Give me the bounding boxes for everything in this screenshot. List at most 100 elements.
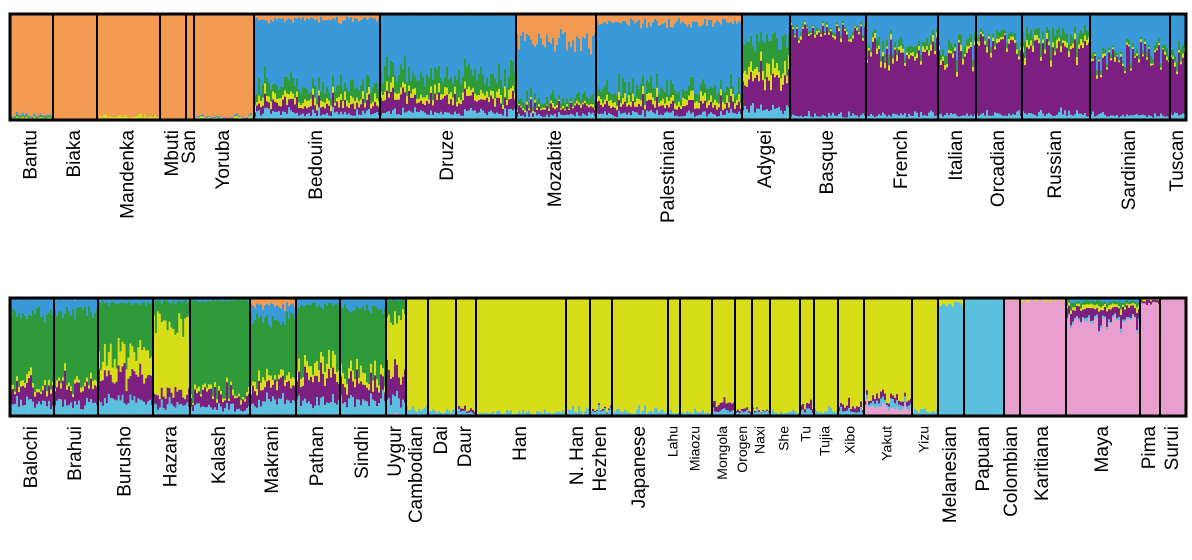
- ancestry-segment: [838, 298, 841, 408]
- ancestry-segment: [107, 306, 111, 353]
- ancestry-segment: [262, 309, 265, 323]
- population-label: Tu: [798, 426, 814, 442]
- ancestry-segment: [139, 399, 142, 415]
- ancestry-segment: [108, 116, 112, 119]
- ancestry-segment: [29, 116, 32, 118]
- ancestry-segment: [252, 305, 255, 325]
- ancestry-segment: [518, 104, 521, 106]
- ancestry-segment: [1024, 113, 1027, 121]
- ancestry-segment: [588, 48, 591, 100]
- ancestry-segment: [320, 115, 323, 121]
- ancestry-segment: [396, 365, 399, 392]
- ancestry-segment: [676, 21, 679, 94]
- ancestry-segment: [1002, 29, 1005, 38]
- ancestry-segment: [80, 387, 83, 393]
- ancestry-segment: [137, 347, 140, 378]
- ancestry-segment: [512, 14, 515, 62]
- ancestry-segment: [832, 298, 835, 412]
- ancestry-segment: [848, 407, 851, 417]
- ancestry-segment: [808, 31, 811, 35]
- ancestry-segment: [610, 114, 613, 121]
- ancestry-segment: [266, 14, 269, 21]
- ancestry-segment: [250, 112, 253, 116]
- ancestry-segment: [210, 407, 213, 417]
- ancestry-segment: [268, 325, 271, 376]
- ancestry-segment: [135, 402, 138, 415]
- ancestry-segment: [600, 99, 603, 106]
- ancestry-segment: [1164, 14, 1167, 46]
- ancestry-segment: [606, 298, 609, 413]
- ancestry-segment: [978, 41, 981, 47]
- ancestry-segment: [238, 408, 241, 417]
- ancestry-segment: [886, 39, 889, 47]
- ancestry-segment: [830, 407, 833, 417]
- ancestry-segment: [494, 106, 497, 115]
- ancestry-segment: [270, 298, 273, 304]
- ancestry-segment: [282, 298, 285, 305]
- ancestry-segment: [584, 114, 587, 121]
- ancestry-segment: [550, 43, 553, 95]
- ancestry-segment: [518, 14, 521, 50]
- ancestry-segment: [358, 101, 361, 108]
- ancestry-segment: [184, 318, 187, 400]
- ancestry-segment: [126, 116, 129, 119]
- ancestry-segment: [746, 409, 749, 417]
- ancestry-segment: [366, 401, 369, 415]
- ancestry-segment: [368, 108, 371, 121]
- ancestry-segment: [1030, 29, 1033, 41]
- ancestry-segment: [644, 93, 647, 106]
- ancestry-segment: [376, 21, 379, 83]
- ancestry-segment: [64, 299, 67, 315]
- ancestry-segment: [896, 14, 899, 49]
- ancestry-segment: [89, 14, 92, 121]
- ancestry-segment: [816, 116, 819, 121]
- ancestry-segment: [946, 112, 949, 121]
- ancestry-segment: [678, 116, 681, 121]
- ancestry-segment: [794, 14, 797, 35]
- ancestry-segment: [328, 403, 331, 416]
- ancestry-segment: [33, 113, 36, 115]
- ancestry-segment: [196, 403, 199, 417]
- ancestry-segment: [820, 116, 823, 121]
- ancestry-segment: [372, 305, 375, 381]
- ancestry-segment: [1146, 51, 1149, 58]
- ancestry-segment: [800, 14, 803, 33]
- ancestry-segment: [32, 299, 35, 311]
- ancestry-segment: [206, 407, 209, 417]
- ancestry-segment: [61, 14, 64, 121]
- ancestry-segment: [648, 82, 651, 93]
- ancestry-segment: [368, 86, 371, 95]
- ancestry-segment: [300, 19, 303, 94]
- ancestry-segment: [304, 305, 307, 356]
- ancestry-segment: [14, 299, 17, 312]
- ancestry-segment: [182, 405, 185, 415]
- ancestry-segment: [368, 94, 371, 110]
- ancestry-segment: [1006, 116, 1009, 121]
- ancestry-segment: [660, 24, 663, 88]
- population-label: Japanese: [629, 426, 650, 508]
- ancestry-segment: [854, 25, 857, 27]
- ancestry-segment: [284, 76, 287, 91]
- ancestry-segment: [430, 15, 433, 68]
- ancestry-segment: [1008, 43, 1011, 114]
- ancestry-segment: [232, 14, 235, 118]
- ancestry-segment: [264, 298, 267, 306]
- ancestry-segment: [446, 15, 449, 67]
- ancestry-segment: [750, 35, 753, 62]
- ancestry-segment: [652, 104, 655, 113]
- ancestry-segment: [626, 23, 629, 98]
- ancestry-segment: [624, 112, 627, 121]
- ancestry-segment: [670, 298, 673, 411]
- ancestry-segment: [380, 14, 383, 71]
- ancestry-segment: [54, 308, 57, 389]
- ancestry-segment: [924, 115, 927, 121]
- ancestry-segment: [852, 38, 855, 114]
- ancestry-segment: [890, 398, 893, 409]
- ancestry-segment: [282, 321, 285, 371]
- ancestry-segment: [348, 102, 351, 109]
- ancestry-segment: [638, 89, 641, 100]
- ancestry-segment: [648, 14, 651, 23]
- ancestry-segment: [604, 14, 607, 22]
- ancestry-segment: [1078, 113, 1081, 121]
- ancestry-segment: [342, 20, 345, 91]
